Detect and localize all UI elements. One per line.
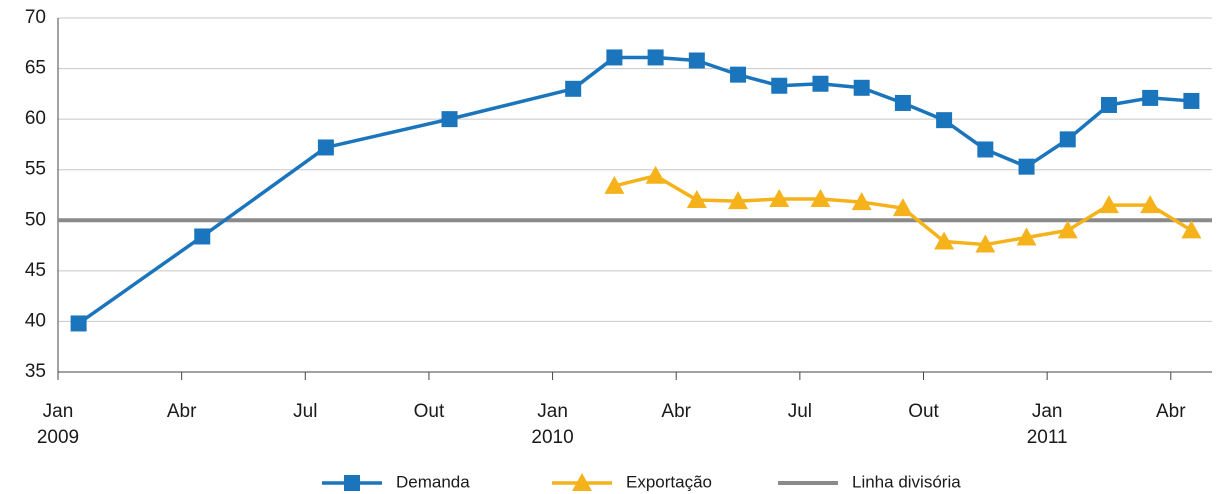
legend-marker	[572, 473, 592, 491]
marker-square	[317, 139, 334, 156]
marker-square	[688, 52, 705, 69]
marker-square	[1100, 96, 1117, 113]
marker-square	[441, 111, 458, 128]
y-tick-label: 55	[25, 159, 46, 180]
y-tick-label: 45	[25, 260, 46, 281]
marker-square	[194, 228, 211, 245]
legend-label: Exportação	[626, 472, 712, 491]
x-tick-label: Out	[908, 401, 939, 422]
y-tick-label: 40	[25, 310, 46, 331]
x-tick-label: Abr	[661, 401, 691, 422]
y-tick-label: 65	[25, 58, 46, 79]
marker-triangle	[851, 192, 872, 211]
marker-triangle	[934, 231, 955, 250]
x-year-label: 2009	[37, 427, 79, 448]
marker-square	[894, 94, 911, 111]
marker-square	[647, 49, 664, 66]
marker-triangle	[604, 175, 625, 194]
x-tick-label: Jul	[788, 401, 812, 422]
marker-triangle	[1098, 195, 1119, 214]
marker-square	[1059, 131, 1076, 148]
marker-square	[771, 77, 788, 94]
marker-triangle	[810, 189, 831, 208]
x-year-label: 2010	[531, 427, 573, 448]
y-tick-label: 60	[25, 108, 46, 129]
x-tick-label: Abr	[1156, 401, 1186, 422]
marker-square	[1183, 92, 1200, 109]
marker-triangle	[1140, 195, 1161, 214]
marker-triangle	[1057, 220, 1078, 239]
series-line	[77, 55, 1192, 325]
legend-marker	[344, 475, 360, 491]
marker-square	[1018, 158, 1035, 175]
y-tick-label: 50	[25, 209, 46, 230]
marker-square	[70, 315, 87, 332]
x-tick-label: Jul	[293, 401, 317, 422]
x-year-label: 2011	[1027, 427, 1068, 448]
legend-label: Linha divisória	[852, 472, 961, 491]
marker-square	[977, 141, 994, 158]
y-tick-label: 35	[25, 361, 46, 382]
x-tick-label: Jan	[1032, 401, 1063, 422]
marker-triangle	[1181, 220, 1202, 239]
x-tick-label: Out	[414, 401, 445, 422]
marker-triangle	[645, 165, 666, 184]
x-tick-label: Jan	[537, 401, 568, 422]
marker-triangle	[892, 198, 913, 217]
x-tick-label: Abr	[167, 401, 197, 422]
marker-square	[812, 75, 829, 92]
y-tick-label: 70	[25, 7, 46, 28]
marker-triangle	[728, 191, 749, 210]
marker-square	[565, 80, 582, 97]
marker-triangle	[1016, 227, 1037, 246]
legend-label: Demanda	[396, 472, 470, 491]
marker-square	[730, 66, 747, 83]
marker-square	[853, 79, 870, 96]
marker-square	[606, 49, 623, 66]
x-tick-label: Jan	[43, 401, 74, 422]
marker-triangle	[769, 189, 790, 208]
marker-square	[936, 112, 953, 129]
marker-triangle	[975, 234, 996, 253]
marker-square	[1142, 89, 1159, 106]
marker-triangle	[686, 190, 707, 209]
legend: Demanda Exportação Linha divisória	[322, 472, 961, 491]
